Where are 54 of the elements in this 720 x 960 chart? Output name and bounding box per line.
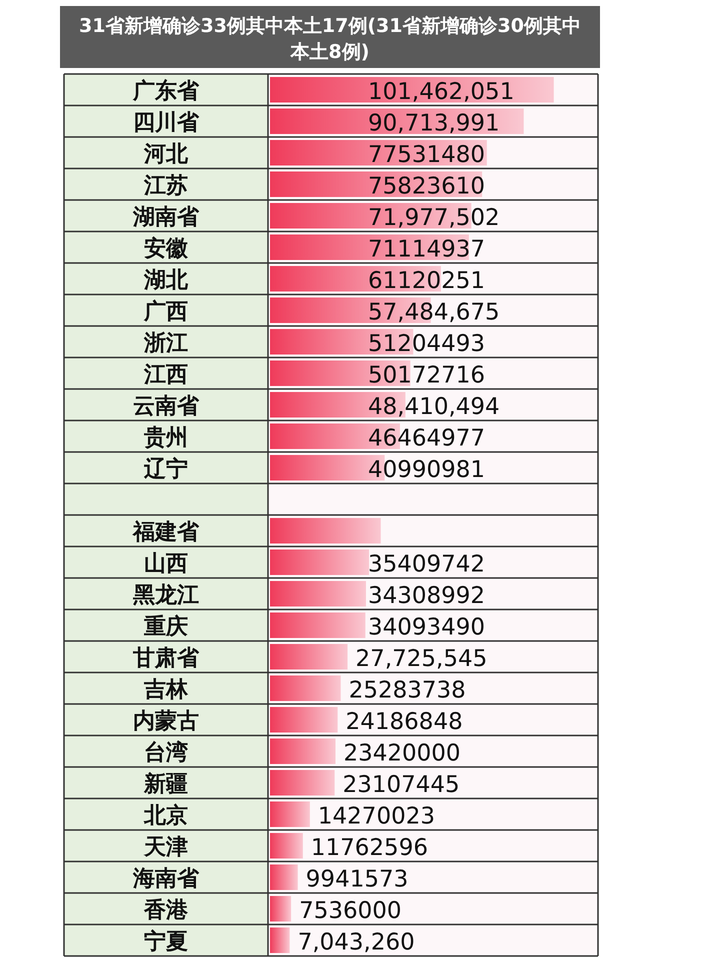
y-tick-label: 吉林 [143,677,189,702]
y-tick-label: 甘肃省 [132,646,200,671]
data-label: 7536000 [299,898,402,924]
y-tick-label: 天津 [143,834,188,860]
data-label: 90,713,991 [368,110,500,136]
data-label: 75823610 [368,173,486,200]
data-label: 7,043,260 [298,929,415,956]
y-tick-label: 福建省 [132,520,200,545]
y-tick-label: 内蒙古 [133,708,199,734]
y-tick-label: 安徽 [144,235,189,262]
y-tick-label: 北京 [143,802,188,828]
data-label: 71114937 [368,236,486,262]
y-tick-label: 云南省 [133,394,200,419]
data-label: 11762596 [310,834,428,861]
y-tick-label: 宁夏 [144,928,188,954]
y-tick-label: 江苏 [143,173,188,198]
chart-title: 31省新增确诊33例其中本土17例(31省新增确诊30例其中本土8例) [79,15,581,63]
y-tick-label: 贵州 [143,425,188,450]
y-tick-label: 江西 [143,362,188,388]
data-label: 57,484,675 [368,299,500,326]
y-tick-label: 湖北 [143,268,189,293]
data-label: 24186848 [346,708,463,735]
data-label: 9941573 [306,866,408,892]
data-label: 48,410,494 [368,394,500,420]
data-label: 35409742 [368,551,486,578]
data-label: 51204493 [368,330,486,357]
y-tick-label: 重庆 [143,613,188,640]
data-label: 61120251 [368,268,486,294]
y-tick-label: 香港 [143,898,189,923]
y-tick-label: 辽宁 [143,456,188,482]
data-label: 71,977,502 [368,204,500,231]
data-label: 25283738 [348,677,466,704]
y-tick-label: 海南省 [132,866,200,892]
data-label: 34308992 [368,582,486,609]
data-label: 14270023 [318,803,435,830]
y-tick-label: 四川省 [133,110,200,136]
y-tick-label: 台湾 [144,739,188,766]
data-label: 23420000 [344,740,461,766]
y-tick-label: 河北 [143,142,189,167]
data-label: 34093490 [368,614,486,640]
data-label: 23107445 [342,772,460,798]
y-tick-label: 湖南省 [132,204,200,230]
y-tick-label: 山西 [144,551,188,576]
y-tick-label: 广东省 [132,78,200,104]
data-label: 40990981 [368,456,486,483]
y-tick-label: 广西 [143,298,188,324]
data-label: 46464977 [368,425,486,452]
y-tick-label: 浙江 [143,330,188,356]
data-label: 50172716 [368,362,486,388]
data-label: 101,462,051 [368,78,514,105]
data-label: 27,725,545 [356,646,488,672]
data-label: 77531480 [368,142,486,168]
y-tick-label: 黑龙江 [132,582,199,608]
y-tick-label: 新疆 [143,770,188,797]
